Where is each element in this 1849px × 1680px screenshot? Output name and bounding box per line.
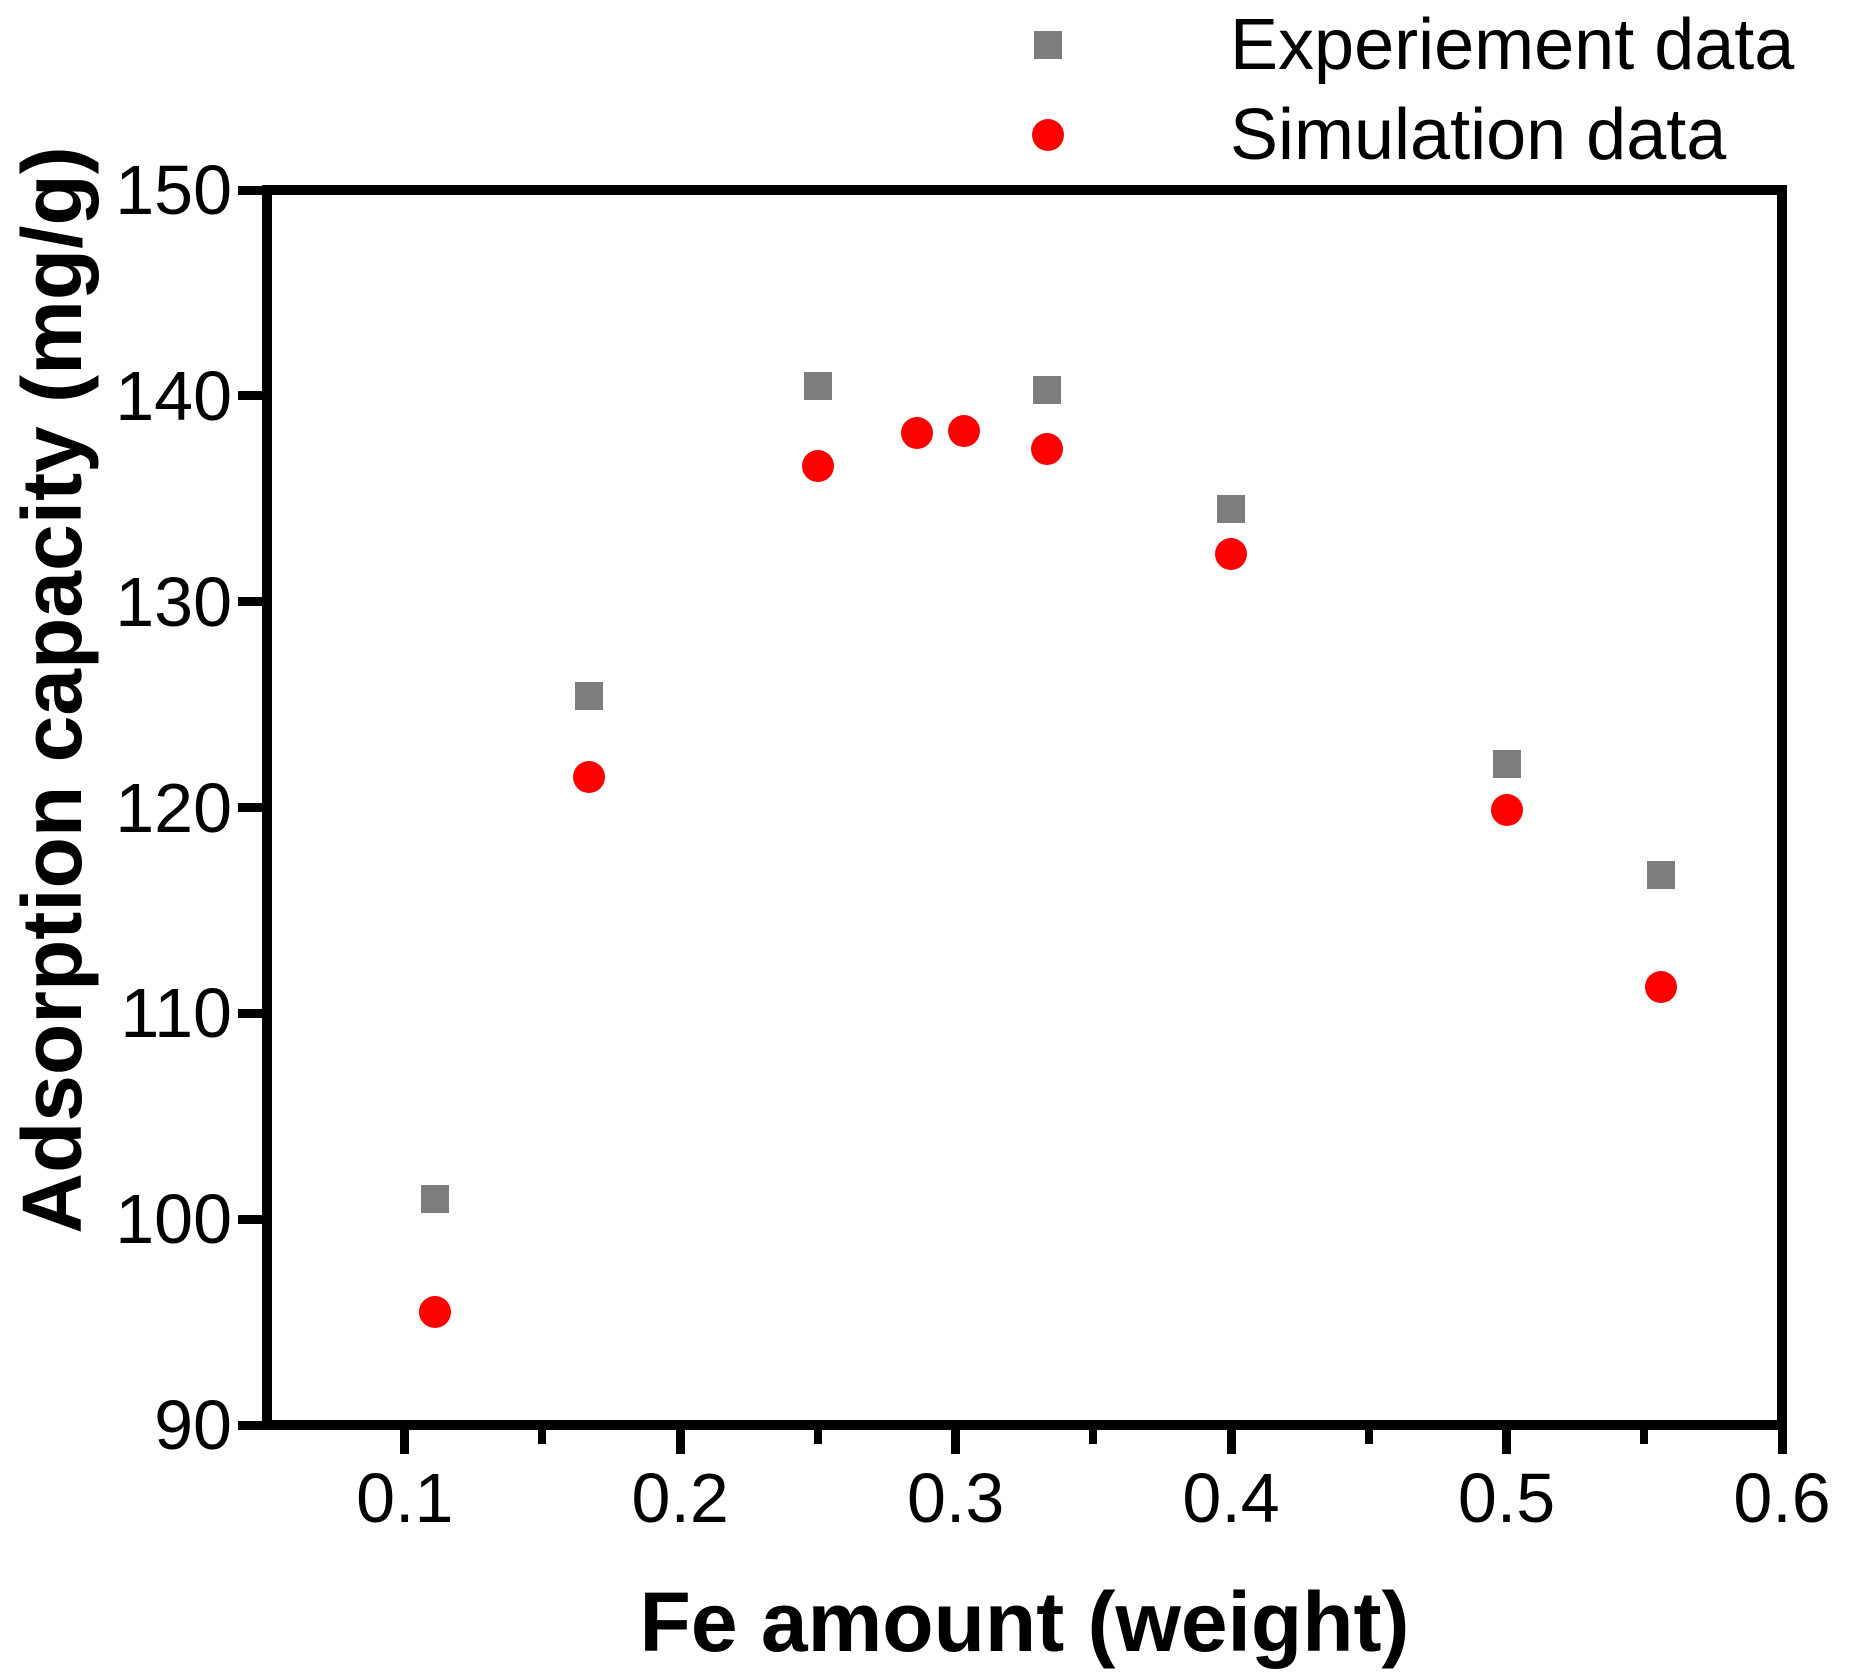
x-tick-label: 0.3 bbox=[906, 1459, 1005, 1537]
y-tick-label: 90 bbox=[154, 1386, 232, 1464]
circle-marker-icon bbox=[1032, 119, 1064, 151]
y-axis-tick bbox=[238, 1008, 262, 1018]
experiment-data-point bbox=[1032, 375, 1061, 404]
simulation-data-point bbox=[573, 760, 606, 793]
y-tick-label: 150 bbox=[115, 151, 232, 229]
square-marker-icon bbox=[1034, 31, 1062, 59]
y-tick-label: 120 bbox=[115, 768, 232, 847]
x-axis-minor-tick bbox=[1364, 1430, 1373, 1444]
x-axis-tick bbox=[951, 1430, 961, 1454]
y-axis-tick bbox=[238, 1420, 262, 1430]
legend: Experiement data Simulation data bbox=[0, 0, 1849, 180]
simulation-data-point bbox=[1490, 793, 1523, 826]
y-axis-title: Adsorption capacity (mg/g) bbox=[5, 146, 99, 1234]
experiment-data-point bbox=[1492, 750, 1521, 779]
experiment-data-point bbox=[803, 371, 832, 400]
x-axis-tick bbox=[675, 1430, 685, 1454]
y-tick-label: 130 bbox=[115, 562, 232, 641]
y-axis-tick bbox=[238, 597, 262, 607]
x-tick-label: 0.2 bbox=[631, 1459, 729, 1537]
x-tick-label: 0.1 bbox=[356, 1459, 454, 1537]
x-tick-label: 0.5 bbox=[1457, 1459, 1556, 1537]
x-tick-label: 0.6 bbox=[1733, 1459, 1831, 1537]
x-axis-minor-tick bbox=[1089, 1430, 1098, 1444]
y-tick-label: 110 bbox=[120, 974, 232, 1053]
x-axis-tick bbox=[1502, 1430, 1512, 1454]
x-tick-label: 0.4 bbox=[1182, 1459, 1280, 1537]
legend-label-experiment: Experiement data bbox=[1230, 5, 1795, 85]
experiment-data-point bbox=[1217, 495, 1246, 524]
experiment-data-point bbox=[421, 1184, 450, 1213]
plot-frame bbox=[262, 185, 1787, 1430]
simulation-data-point bbox=[801, 449, 834, 482]
legend-item-simulation: Simulation data bbox=[1032, 95, 1727, 175]
simulation-data-point bbox=[901, 416, 934, 449]
y-tick-label: 140 bbox=[115, 356, 232, 435]
simulation-data-point bbox=[1644, 970, 1677, 1003]
y-axis-tick bbox=[238, 803, 262, 812]
simulation-data-point bbox=[947, 414, 980, 447]
x-axis-minor-tick bbox=[1640, 1430, 1649, 1444]
x-axis-tick bbox=[1777, 1430, 1787, 1454]
legend-item-experiment: Experiement data bbox=[1034, 7, 1794, 83]
experiment-data-point bbox=[1646, 861, 1675, 890]
y-axis-tick bbox=[238, 391, 262, 401]
x-axis-minor-tick bbox=[813, 1430, 822, 1444]
x-axis-tick bbox=[400, 1430, 410, 1454]
experiment-data-point bbox=[575, 682, 604, 711]
simulation-data-point bbox=[1215, 538, 1248, 571]
x-axis-title: Fe amount (weight) bbox=[639, 1575, 1410, 1669]
y-axis-tick bbox=[238, 185, 262, 195]
simulation-data-point bbox=[419, 1295, 452, 1328]
legend-label-simulation: Simulation data bbox=[1230, 95, 1727, 175]
y-tick-label: 100 bbox=[115, 1180, 232, 1259]
x-axis-tick bbox=[1226, 1430, 1236, 1454]
y-axis-tick bbox=[238, 1214, 262, 1224]
x-axis-minor-tick bbox=[538, 1430, 547, 1444]
simulation-data-point bbox=[1030, 433, 1063, 466]
